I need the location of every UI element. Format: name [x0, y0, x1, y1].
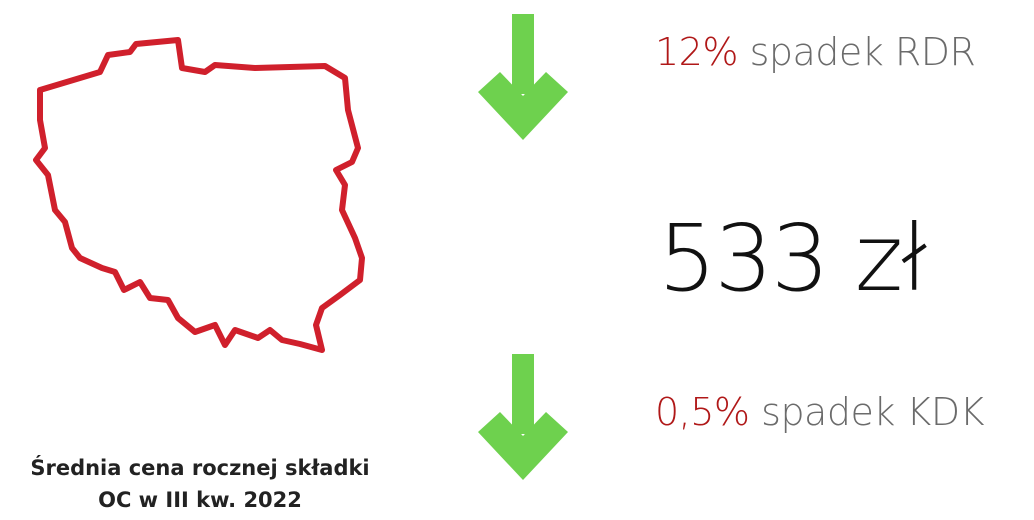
arrow-down	[478, 354, 568, 480]
arrow-down	[478, 14, 568, 140]
poland-map	[33, 37, 365, 353]
caption-line: Średnia cena rocznej składki	[30, 456, 370, 480]
price: 533 zł	[658, 205, 927, 312]
stat-value: 12%	[655, 30, 738, 74]
stat-value: 0,5%	[655, 390, 750, 434]
stat: 12% spadek RDR	[655, 30, 976, 74]
stat: 0,5% spadek KDK	[655, 390, 985, 434]
stat-label: spadek KDK	[761, 390, 985, 434]
caption: Średnia cena rocznej składki OC w III kw.…	[0, 452, 400, 516]
caption-line: OC w III kw. 2022	[98, 488, 302, 512]
stat-label: spadek RDR	[749, 30, 976, 74]
